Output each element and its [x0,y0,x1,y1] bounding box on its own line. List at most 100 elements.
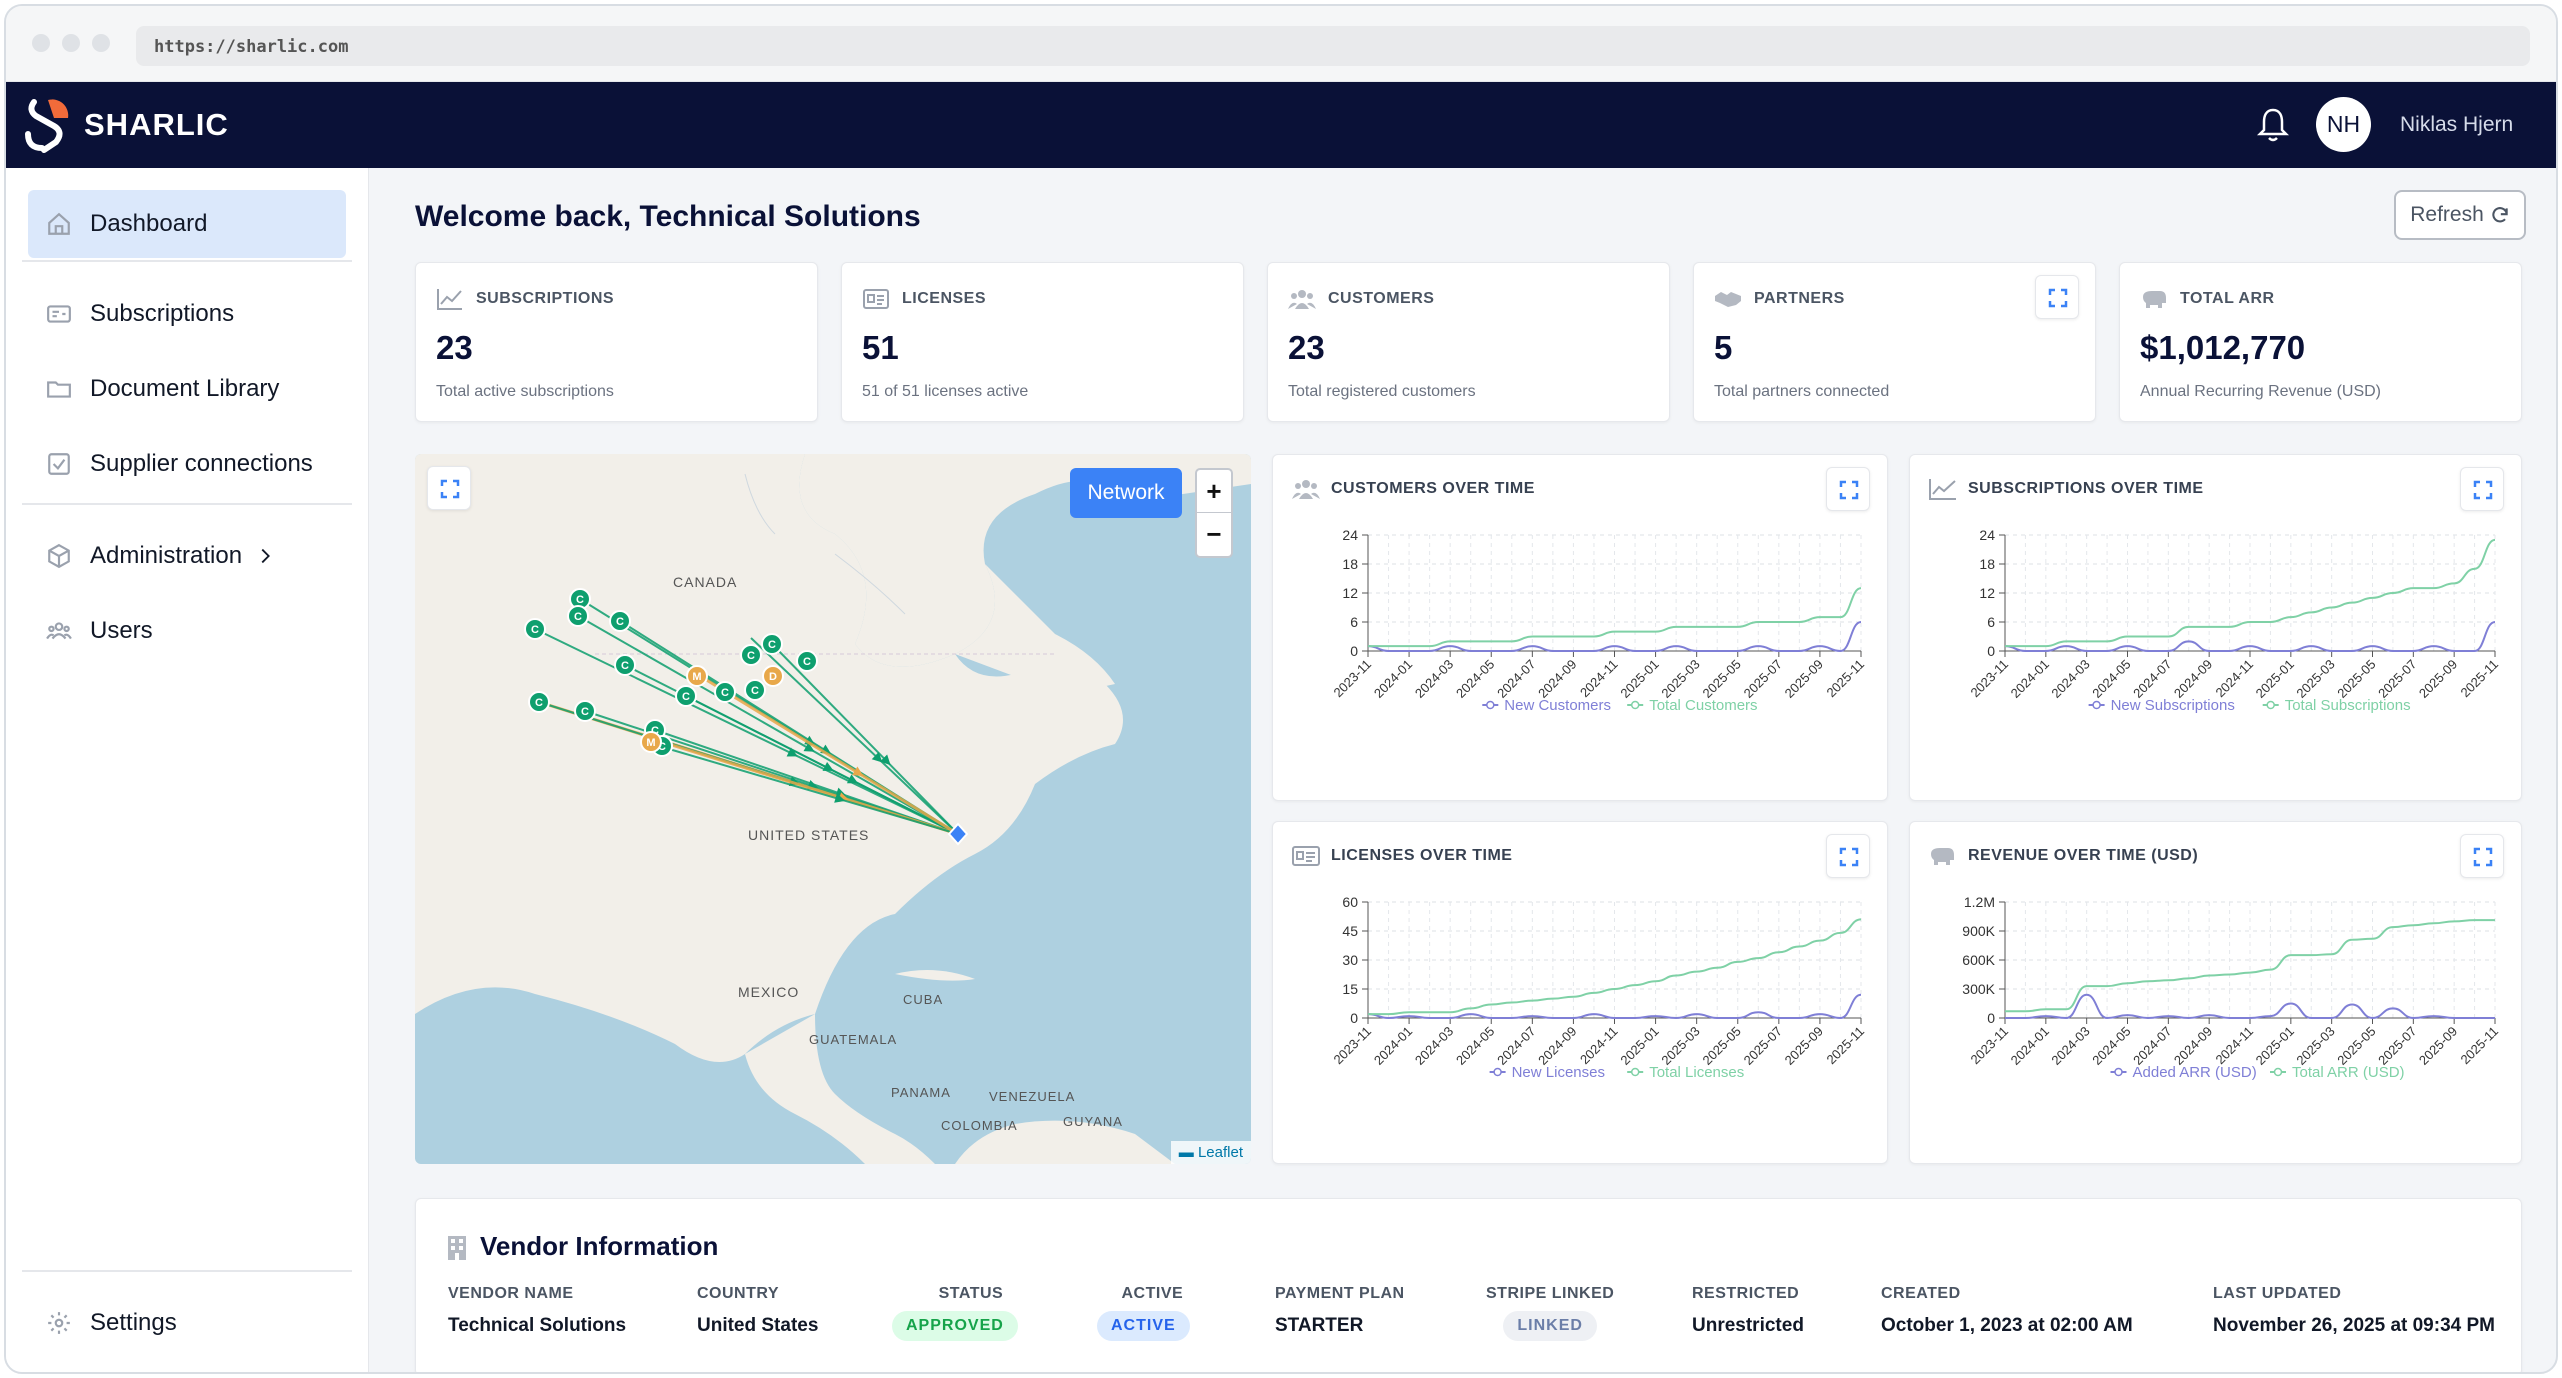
stat-value: 23 [1288,329,1325,366]
network-toggle-button[interactable]: Network [1070,468,1182,518]
series-line-total[interactable] [1368,587,1862,648]
stat-subtitle: Annual Recurring Revenue (USD) [2140,383,2381,400]
x-tick-label: 2024-11 [1577,657,1621,701]
node-letter: C [803,656,811,668]
chart-licenses-over-time: LICENSES OVER TIME 0 15 30 45 60 2023-11 2024-… [1272,821,1888,1164]
series-line-new[interactable] [2004,621,2496,652]
route-arrow [871,751,883,763]
chart-title: LICENSES OVER TIME [1331,847,1513,864]
legend-label: Total Licenses [1649,1064,1744,1081]
series-line-total[interactable] [2005,919,2495,1013]
user-name[interactable]: Niklas Hjern [2400,113,2514,136]
zoom-in-button[interactable]: + [1197,470,1231,513]
brand-logo[interactable]: SHARLIC [24,96,229,154]
y-tick-label: 12 [1342,585,1358,601]
window-close-dot[interactable] [32,34,50,52]
map-label-guyana: GUYANA [1063,1114,1123,1129]
bell-icon[interactable] [2256,104,2290,144]
node-marker [609,610,631,632]
node-letter: C [747,650,755,662]
network-node[interactable]: C [675,685,697,707]
line-chart-plot[interactable]: 0300K600K900K1.2M2023-112024-012024-0320… [1910,882,2523,1165]
sidebar-item-dashboard[interactable]: Dashboard [28,190,346,258]
x-tick-label: 2025-01 [1617,657,1661,701]
zoom-out-button[interactable]: − [1206,519,1222,549]
sharlic-logo-icon [25,99,69,153]
network-node[interactable]: C [714,681,736,703]
series-line-new[interactable] [1367,993,1862,1020]
x-tick-label: 2023-11 [1967,1024,2011,1068]
map-label-guatemala: GUATEMALA [809,1032,897,1047]
expand-button[interactable] [1826,834,1870,878]
expand-button[interactable] [2460,467,2504,511]
network-node[interactable]: C [524,618,546,640]
sidebar-item-users[interactable]: Users [28,597,346,665]
series-line-total[interactable] [1367,918,1862,1016]
refresh-button[interactable]: Refresh [2394,190,2526,240]
line-chart-plot[interactable]: 061218242023-112024-012024-032024-052024… [1910,515,2523,802]
sidebar-item-document-library[interactable]: Document Library [28,355,346,423]
y-tick-label: 30 [1342,952,1358,968]
sidebar-item-administration[interactable]: Administration [28,522,346,590]
network-node[interactable]: C [740,644,762,666]
network-node[interactable]: M [640,731,662,753]
line-chart-plot[interactable]: 0153045602023-112024-012024-032024-05202… [1273,882,1889,1165]
window-minimize-dot[interactable] [62,34,80,52]
legend-item[interactable]: Total Customers [1627,697,1758,714]
url-bar[interactable]: https://sharlic.com [136,26,2530,66]
network-hub[interactable] [947,822,969,846]
x-tick-label: 2025-09 [1782,1024,1826,1068]
map-label-united-states: UNITED STATES [748,827,869,843]
legend-item[interactable]: Total ARR (USD) [2270,1064,2405,1081]
id-card-icon [1292,846,1320,866]
series-line-total[interactable] [2005,538,2496,648]
x-tick-label: 2025-09 [1782,657,1826,701]
window-maximize-dot[interactable] [92,34,110,52]
x-tick-label: 2025-01 [1617,1024,1661,1068]
stat-value: 5 [1714,329,1733,366]
legend-item[interactable]: New Licenses [1489,1064,1605,1081]
series-line-new[interactable] [1367,621,1862,653]
map-attribution[interactable]: ▬ Leaflet [1170,1141,1251,1164]
legend-item[interactable]: Total Subscriptions [2262,697,2411,714]
legend-item[interactable]: New Subscriptions [2088,697,2235,714]
y-tick-label: 24 [1342,527,1358,543]
legend-label: Total Subscriptions [2285,697,2411,714]
network-node[interactable]: C [574,700,596,722]
expand-button[interactable] [427,466,471,510]
x-tick-label: 2025-11 [2457,1024,2501,1068]
expand-button[interactable] [1826,467,1870,511]
sidebar-item-supplier-connections[interactable]: Supplier connections [28,430,346,498]
expand-button[interactable] [2460,834,2504,878]
x-tick-label: 2024-11 [2212,1024,2256,1068]
sidebar-item-subscriptions[interactable]: Subscriptions [28,280,346,348]
y-tick-label: 900K [1962,923,1995,939]
network-node[interactable]: M [686,665,708,687]
chart-title: CUSTOMERS OVER TIME [1331,480,1535,497]
user-avatar[interactable]: NH [2316,97,2371,152]
network-node[interactable]: D [762,665,784,687]
line-chart-plot[interactable]: 061218242023-112024-012024-032024-052024… [1273,515,1889,802]
legend-item[interactable]: Total Licenses [1627,1064,1744,1081]
series-line-new[interactable] [2005,993,2495,1020]
legend-item[interactable]: Added ARR (USD) [2110,1064,2257,1081]
legend-item[interactable]: New Customers [1482,697,1611,714]
network-node[interactable]: C [528,691,550,713]
network-node[interactable]: C [609,610,631,632]
stat-card-partners: PARTNERS 5 Total partners connected [1693,262,2096,422]
stat-label: TOTAL ARR [2180,290,2275,307]
x-tick-label: 2025-05 [1700,657,1744,701]
field-label: STRIPE LINKED [1486,1285,1615,1302]
expand-icon [1839,480,1859,500]
network-node[interactable]: C [796,650,818,672]
network-route [654,729,959,835]
network-node[interactable]: C [761,633,783,655]
sidebar-item-settings[interactable]: Settings [28,1289,346,1357]
network-node[interactable]: C [614,654,636,676]
expand-button[interactable] [2035,275,2079,319]
id-card-icon [863,289,889,309]
network-node[interactable]: C [567,605,589,627]
network-node[interactable]: C [744,679,766,701]
